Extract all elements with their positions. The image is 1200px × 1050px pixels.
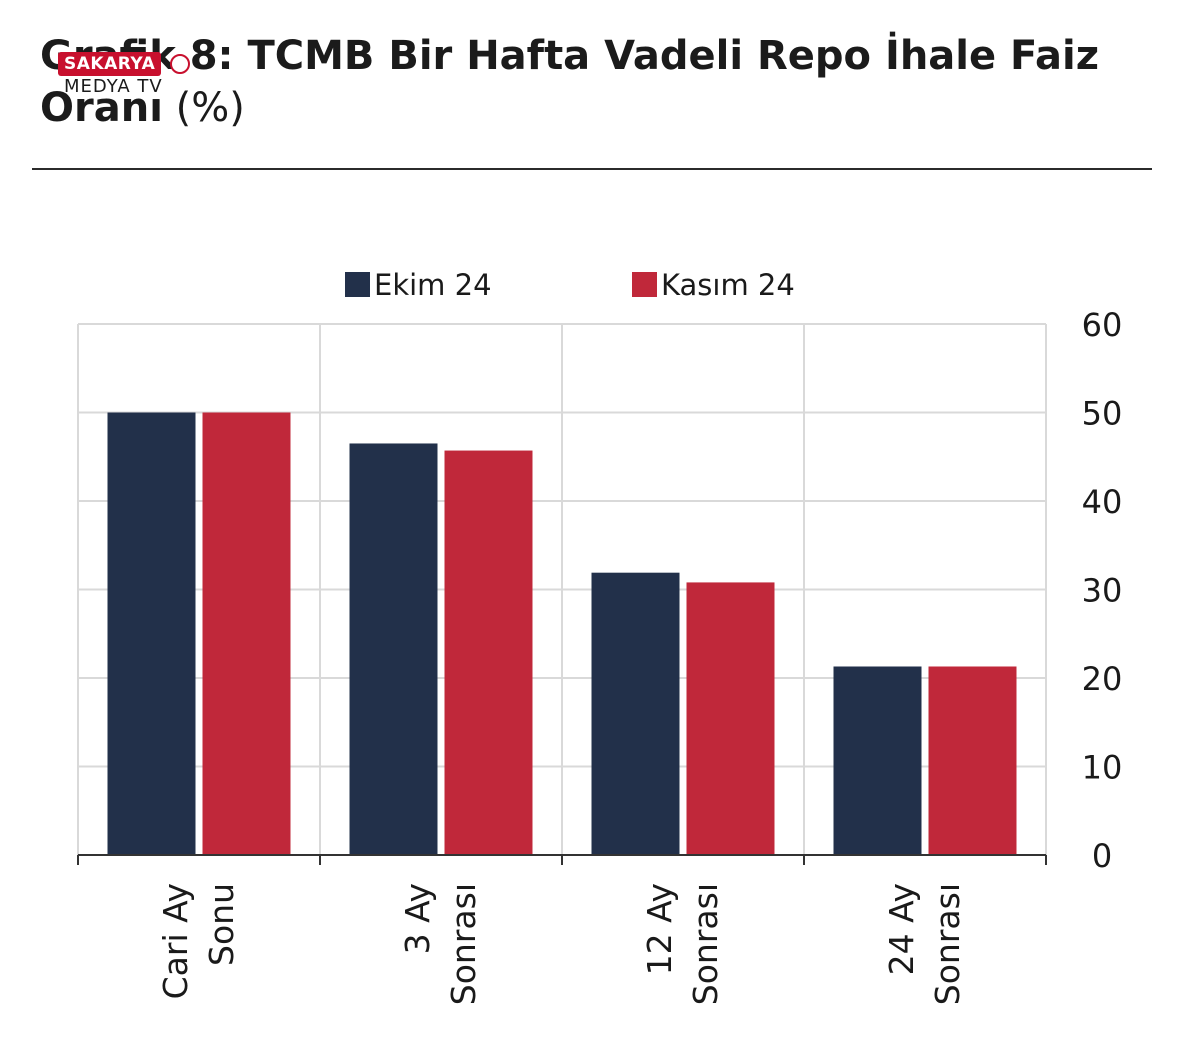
bar-kasim-3	[928, 666, 1017, 855]
y-tick-labels: 0 10 20 30 40 50 60	[1082, 306, 1123, 875]
title-line-2: Oranı (%)	[40, 85, 245, 131]
title-divider	[32, 168, 1152, 170]
x-tick-labels: Cari Ay Sonu 3 Ay Sonrası 12 Ay Sonrası 24 Ay S…	[156, 883, 967, 1005]
x-tick-label-3-0: 24 Ay	[882, 883, 921, 975]
bar-ekim-3	[833, 666, 922, 855]
page-title: Grafik 8: TCMB Bir Hafta Vadeli Repo İha…	[40, 30, 1150, 134]
x-tick-label-0-1: Sonu	[202, 883, 241, 966]
y-tick-label-20: 20	[1082, 660, 1123, 698]
y-tick-label-50: 50	[1082, 395, 1123, 433]
x-tick-label-3-1: Sonrası	[928, 883, 967, 1005]
bar-kasim-2	[686, 582, 775, 855]
chart-bars	[107, 412, 1017, 855]
legend-label-kasim: Kasım 24	[661, 268, 795, 302]
watermark-emblem-icon	[170, 54, 190, 74]
watermark-top-text: SAKARYA	[58, 52, 162, 76]
bar-kasim-1	[444, 450, 533, 855]
y-tick-label-30: 30	[1082, 572, 1123, 610]
x-tick-label-2-1: Sonrası	[686, 883, 725, 1005]
bar-ekim-0	[107, 412, 196, 855]
x-tick-label-1-1: Sonrası	[444, 883, 483, 1005]
chart-axes	[77, 854, 1047, 865]
chart-legend: Ekim 24 Kasım 24	[345, 268, 795, 302]
bar-ekim-1	[349, 443, 438, 855]
x-tick-label-2-0: 12 Ay	[640, 883, 679, 975]
legend-label-ekim: Ekim 24	[374, 268, 492, 302]
y-tick-label-40: 40	[1082, 483, 1123, 521]
watermark-logo: SAKARYA MEDYA TV	[58, 52, 190, 102]
y-tick-label-0: 0	[1092, 837, 1112, 875]
legend-swatch-kasim	[632, 272, 657, 297]
x-tick-label-0-0: Cari Ay	[156, 883, 195, 999]
y-tick-label-10: 10	[1082, 749, 1123, 787]
x-tick-label-1-0: 3 Ay	[398, 883, 437, 954]
title-line-1: Grafik 8: TCMB Bir Hafta Vadeli Repo İha…	[40, 33, 1100, 79]
legend-swatch-ekim	[345, 272, 370, 297]
bar-ekim-2	[591, 572, 680, 855]
watermark-bottom-text: MEDYA TV	[64, 76, 163, 97]
bar-kasim-0	[202, 412, 291, 855]
y-tick-label-60: 60	[1082, 306, 1123, 344]
